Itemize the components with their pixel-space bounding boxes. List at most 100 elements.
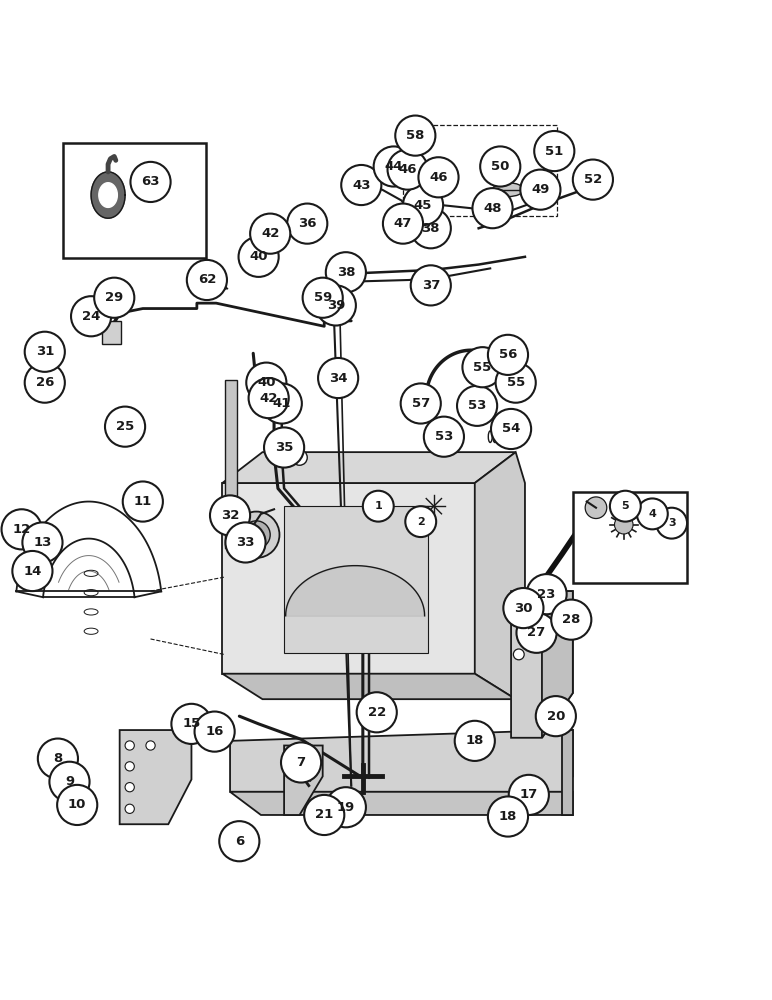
Text: 59: 59 — [313, 291, 332, 304]
Circle shape — [187, 260, 227, 300]
Circle shape — [246, 363, 286, 403]
Text: 13: 13 — [33, 536, 52, 549]
Ellipse shape — [66, 776, 76, 783]
Circle shape — [250, 214, 290, 254]
Circle shape — [388, 150, 428, 190]
Circle shape — [318, 358, 358, 398]
Circle shape — [94, 278, 134, 318]
Ellipse shape — [480, 348, 499, 356]
Circle shape — [239, 237, 279, 277]
Circle shape — [316, 285, 356, 326]
Circle shape — [25, 332, 65, 372]
Polygon shape — [230, 792, 573, 815]
Ellipse shape — [496, 340, 516, 348]
Polygon shape — [120, 730, 191, 824]
Bar — [403, 125, 557, 216]
Circle shape — [210, 495, 250, 536]
Circle shape — [401, 383, 441, 424]
Circle shape — [383, 204, 423, 244]
Ellipse shape — [557, 154, 571, 163]
Text: 27: 27 — [527, 626, 546, 639]
Circle shape — [637, 498, 668, 529]
Text: 24: 24 — [82, 310, 100, 323]
Circle shape — [249, 378, 289, 418]
Circle shape — [326, 252, 366, 292]
Text: 37: 37 — [422, 279, 440, 292]
Circle shape — [225, 522, 266, 563]
Text: 18: 18 — [499, 810, 517, 823]
Polygon shape — [222, 483, 475, 674]
Polygon shape — [99, 183, 117, 207]
Polygon shape — [91, 172, 125, 218]
Text: 16: 16 — [205, 725, 224, 738]
Text: 11: 11 — [134, 495, 152, 508]
Text: 42: 42 — [261, 227, 279, 240]
Circle shape — [527, 574, 567, 614]
Ellipse shape — [648, 512, 662, 522]
Text: 38: 38 — [422, 222, 440, 235]
Text: 49: 49 — [531, 183, 550, 196]
Circle shape — [38, 739, 78, 779]
Circle shape — [357, 692, 397, 732]
Circle shape — [488, 335, 528, 375]
Polygon shape — [511, 591, 573, 738]
Circle shape — [233, 512, 279, 558]
Circle shape — [411, 208, 451, 248]
Circle shape — [130, 162, 171, 202]
Text: 46: 46 — [429, 171, 448, 184]
Text: 58: 58 — [406, 129, 425, 142]
Text: 55: 55 — [473, 361, 492, 374]
Text: 32: 32 — [221, 509, 239, 522]
Polygon shape — [230, 730, 573, 792]
Text: 50: 50 — [491, 160, 510, 173]
Circle shape — [326, 787, 366, 827]
Ellipse shape — [659, 519, 672, 530]
Circle shape — [526, 624, 537, 635]
Text: 46: 46 — [398, 163, 417, 176]
Text: 34: 34 — [329, 372, 347, 385]
Text: 63: 63 — [141, 175, 160, 188]
Text: 25: 25 — [116, 420, 134, 433]
Text: 39: 39 — [327, 299, 345, 312]
Bar — [102, 321, 121, 344]
Text: 30: 30 — [514, 602, 533, 615]
Text: 44: 44 — [384, 160, 403, 173]
Text: 57: 57 — [411, 397, 430, 410]
Text: 9: 9 — [65, 775, 74, 788]
Text: 17: 17 — [520, 788, 538, 801]
Circle shape — [262, 383, 302, 424]
Circle shape — [551, 600, 591, 640]
Circle shape — [403, 185, 443, 225]
Circle shape — [49, 762, 90, 802]
Circle shape — [457, 386, 497, 426]
Polygon shape — [475, 452, 525, 699]
Text: 42: 42 — [259, 392, 278, 405]
Circle shape — [534, 131, 574, 171]
Text: 40: 40 — [257, 376, 276, 389]
Circle shape — [341, 165, 381, 205]
Circle shape — [264, 427, 304, 468]
Circle shape — [71, 296, 111, 336]
Circle shape — [480, 146, 520, 187]
Circle shape — [513, 603, 524, 613]
Bar — [63, 143, 206, 258]
Text: 31: 31 — [36, 345, 54, 358]
Circle shape — [424, 417, 464, 457]
Circle shape — [520, 170, 560, 210]
Circle shape — [146, 741, 155, 750]
Text: 62: 62 — [198, 273, 216, 286]
Text: 48: 48 — [483, 202, 502, 215]
Polygon shape — [542, 591, 573, 738]
Circle shape — [509, 775, 549, 815]
Ellipse shape — [587, 183, 601, 192]
Text: 47: 47 — [394, 217, 412, 230]
Text: 40: 40 — [249, 250, 268, 263]
Circle shape — [25, 363, 65, 403]
Text: 18: 18 — [466, 734, 484, 747]
Circle shape — [171, 704, 212, 744]
Circle shape — [304, 795, 344, 835]
Bar — [573, 492, 687, 583]
Polygon shape — [562, 730, 573, 815]
Circle shape — [496, 363, 536, 403]
Text: 52: 52 — [584, 173, 602, 186]
